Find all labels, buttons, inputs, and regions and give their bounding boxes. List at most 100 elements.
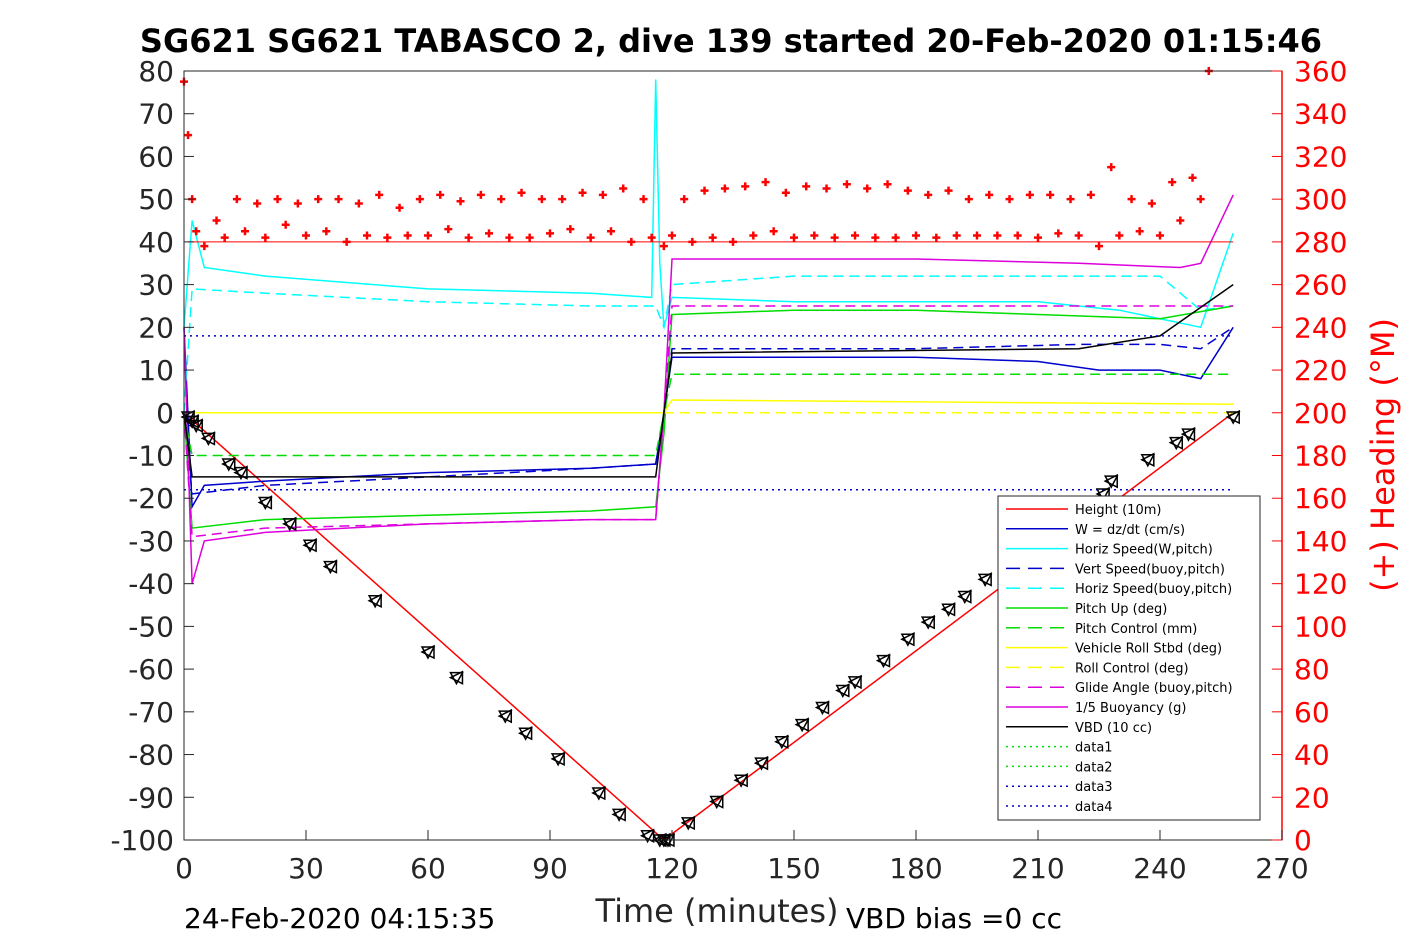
heading-point [1046,190,1055,199]
heading-point [1054,229,1063,238]
right-tick-label: 200 [1294,397,1347,430]
marker-triangle-down [221,458,236,472]
x-tick-label: 30 [288,852,324,885]
heading-point [851,231,859,240]
heading-point [200,242,209,251]
right-tick-label: 360 [1294,55,1347,88]
heading-point [659,242,668,251]
marker-triangle-left [517,725,533,741]
marker-triangle-down [188,419,204,434]
heading-point [363,231,371,240]
marker-triangle-down [1095,488,1111,502]
right-tick-label: 100 [1294,610,1347,643]
marker-triangle-left [1180,426,1196,442]
marker-triangle-down [835,684,851,699]
marker-triangle-down [282,518,297,532]
marker-triangle-left [835,683,850,698]
marker-triangle-left [322,559,338,574]
depth-marker [977,572,993,587]
marker-triangle-left [977,572,992,587]
heading-point [871,233,880,242]
heading-point [415,195,424,204]
right-tick-label: 300 [1294,183,1347,216]
heading-point [497,195,506,204]
marker-triangle-left [709,794,724,809]
heading-point [485,229,493,238]
left-tick-label: 80 [138,55,174,88]
depth-marker [282,516,297,532]
marker-triangle-left [611,807,626,822]
heading-point [891,233,900,242]
right-tick-label: 320 [1294,140,1347,173]
left-tick-label: 60 [138,140,174,173]
heading-point [1156,231,1164,240]
marker-triangle-down [709,795,724,810]
marker-triangle-down [1181,428,1196,442]
x-tick-label: 180 [889,852,942,885]
marker-triangle-left [774,734,789,749]
marker-triangle-left [1168,435,1184,450]
heading-point [517,188,526,197]
heading-point [1005,195,1014,204]
depth-marker [420,644,436,660]
depth-marker [302,538,318,553]
heading-point [810,231,819,240]
marker-triangle-down [681,817,696,831]
legend-label: Horiz Speed(buoy,pitch) [1075,582,1232,597]
depth-marker [940,602,956,617]
right-tick-label: 120 [1294,568,1347,601]
heading-point [781,188,790,197]
heading-point [220,233,229,242]
heading-point [1074,231,1083,240]
right-tick-label: 60 [1294,696,1330,729]
marker-triangle-down [302,539,318,553]
right-axis: 3603403203002802602402202001801601401201… [1272,55,1347,857]
x-tick-label: 150 [767,852,820,885]
heading-point [822,184,831,193]
heading-point [436,190,445,199]
depth-marker [1140,452,1156,468]
left-tick-label: 70 [138,98,174,131]
heading-point [403,231,412,240]
heading-point [1115,231,1124,240]
x-tick-label: 120 [645,852,698,885]
heading-point [342,237,351,246]
legend-label: Horiz Speed(W,pitch) [1075,543,1213,558]
left-tick-label: -30 [128,525,174,558]
heading-point [688,237,697,246]
depth-marker [497,708,513,724]
marker-triangle-left [753,755,769,771]
heading-point [985,190,994,199]
marker-triangle-down [184,415,200,429]
marker-triangle-down [815,701,830,716]
marker-triangle-down [258,496,273,511]
legend-items: Height (10m) W = dz/dt (cm/s) Horiz Speed(… [1006,503,1233,815]
marker-triangle-down [900,633,916,647]
heading-point [619,184,628,193]
marker-triangle-down [1140,454,1156,468]
marker-triangle-left [957,589,972,604]
heading-point [680,195,689,204]
heading-point [790,233,798,242]
depth-marker [1168,435,1184,451]
heading-point [1086,190,1095,199]
heading-point [354,199,363,208]
legend-box [997,495,1261,821]
left-tick-label: -50 [128,610,174,643]
legend-label: data3 [1075,780,1113,795]
heading-point [944,186,953,195]
right-tick-label: 180 [1294,440,1347,473]
heading-point [232,195,241,204]
depth-marker [814,700,830,716]
heading-point [424,231,432,240]
heading-point [932,233,941,242]
marker-triangle-left [900,631,915,647]
legend-label: data1 [1075,741,1113,756]
depth-marker [1180,426,1196,442]
series-line-3 [183,79,1234,329]
right-tick-label: 340 [1294,98,1347,131]
marker-triangle-down [640,829,655,844]
heading-point [1025,190,1034,199]
heading-layer [180,67,1213,251]
heading-point [1013,231,1022,240]
